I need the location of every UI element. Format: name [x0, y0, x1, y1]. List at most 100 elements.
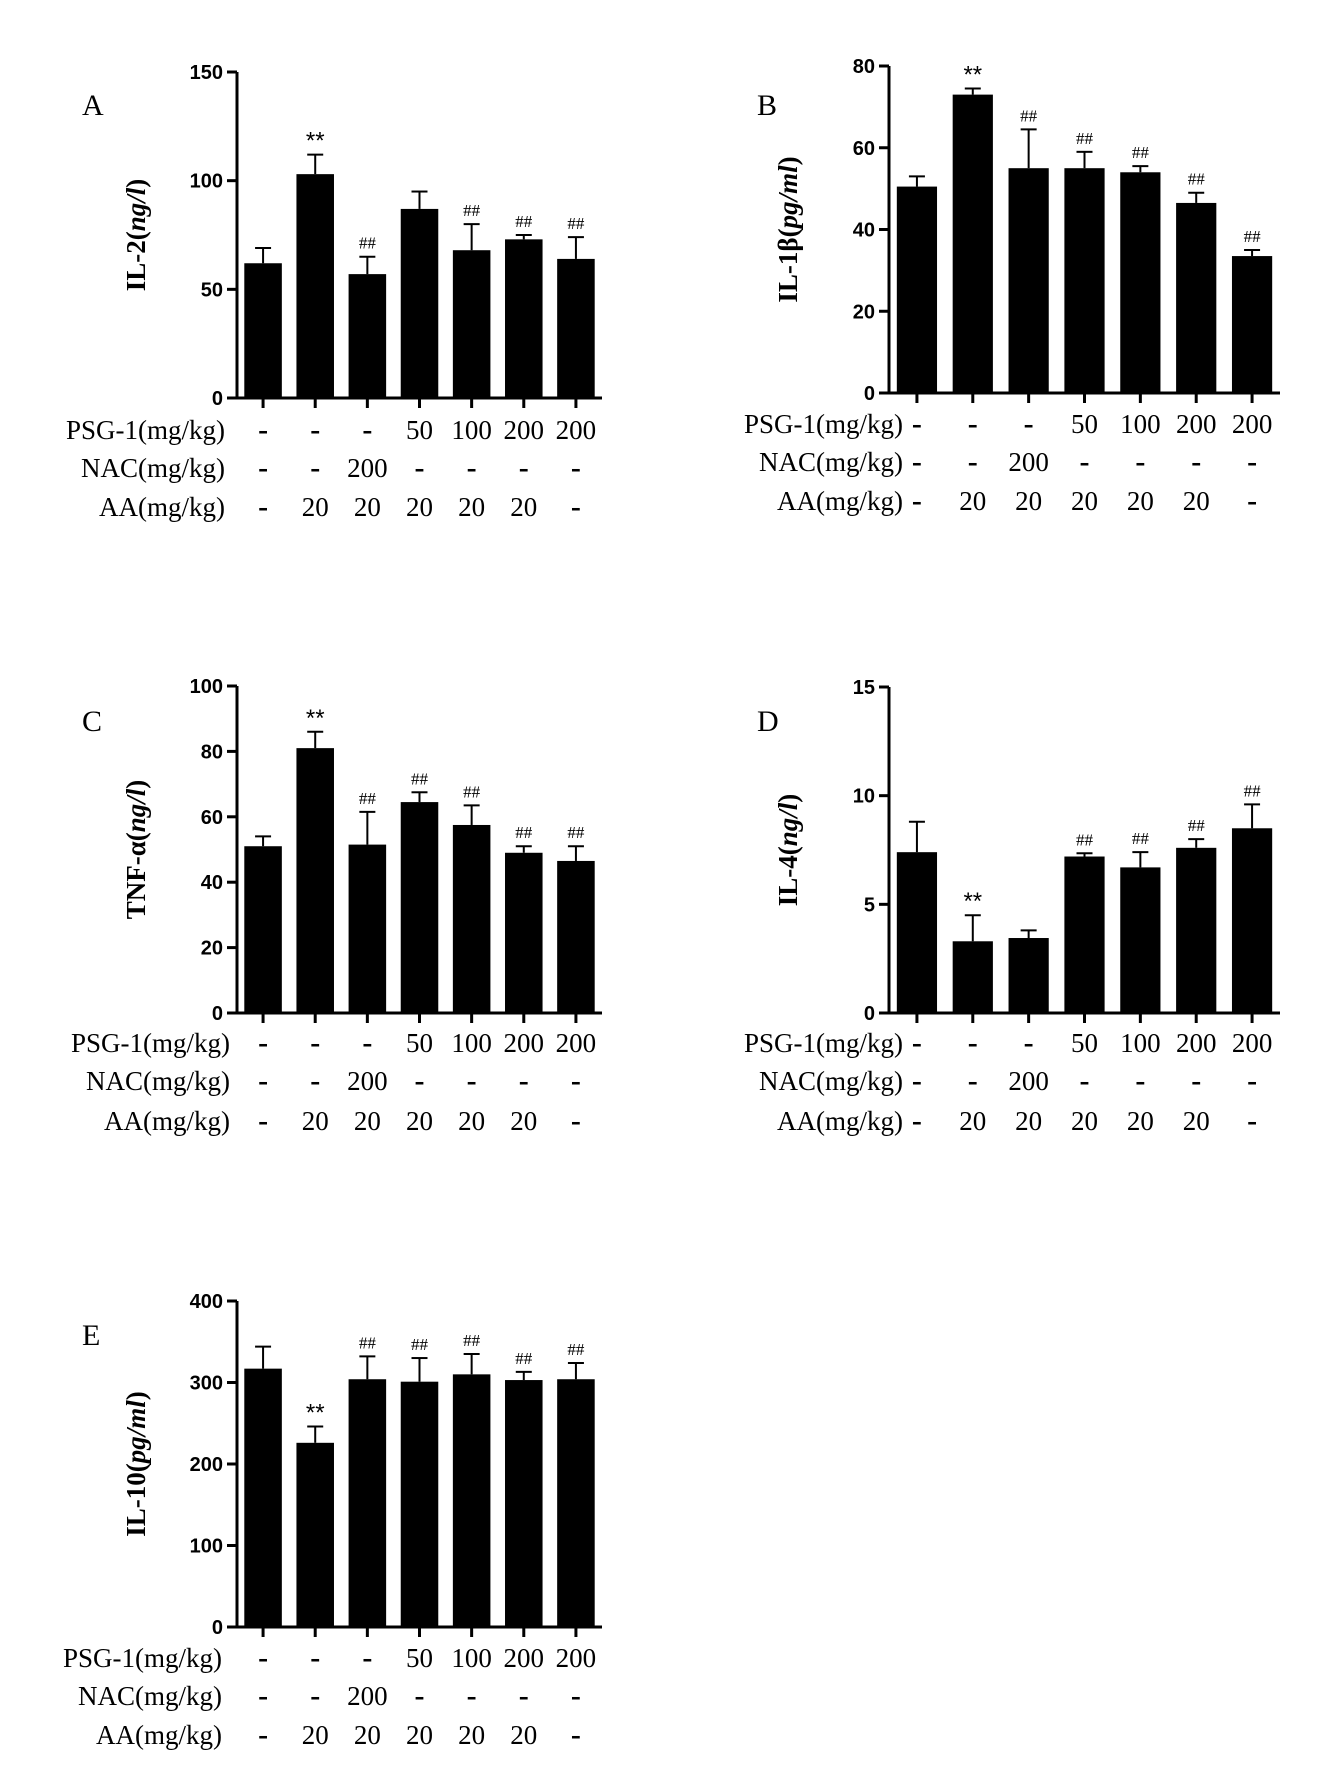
bar [296, 174, 334, 398]
treatment-row-label: NAC(mg/kg) [81, 453, 225, 483]
treatment-row-label: NAC(mg/kg) [78, 1681, 222, 1711]
y-tick-label: 10 [853, 786, 875, 808]
treatment-cell: - [362, 1641, 372, 1674]
treatment-cell: 100 [451, 1643, 492, 1673]
treatment-cell: - [1191, 445, 1201, 478]
treatment-cell: 200 [1232, 409, 1273, 439]
bar [557, 1379, 595, 1627]
treatment-cell: - [571, 1104, 581, 1137]
treatment-cell: - [415, 1064, 425, 1097]
significance-hashes: ## [1076, 830, 1094, 849]
treatment-cell: 200 [347, 1681, 388, 1711]
treatment-cell: - [258, 1026, 268, 1059]
y-tick-label: 60 [853, 138, 875, 160]
treatment-cell: - [310, 1064, 320, 1097]
y-tick-label: 300 [190, 1373, 223, 1395]
treatment-cell: - [1024, 1026, 1034, 1059]
bar [1176, 847, 1217, 1013]
treatment-cell: - [467, 451, 477, 484]
significance-hashes: ## [1132, 829, 1150, 848]
treatment-cell: 20 [406, 492, 433, 522]
bar [400, 1381, 439, 1627]
bar [348, 844, 387, 1013]
treatment-cell: 200 [347, 1066, 388, 1096]
treatment-cell: - [415, 451, 425, 484]
y-tick-label: 20 [853, 301, 875, 323]
bar [1120, 172, 1161, 393]
treatment-cell: - [258, 1718, 268, 1751]
treatment-row-label: AA(mg/kg) [96, 1720, 222, 1750]
treatment-cell: 20 [959, 486, 986, 516]
treatment-cell: - [362, 1026, 372, 1059]
treatment-cell: - [258, 1641, 268, 1674]
significance-hashes: ## [359, 789, 377, 808]
y-tick-label: 150 [190, 62, 223, 84]
treatment-cell: 20 [1071, 486, 1098, 516]
significance-hashes: ## [515, 212, 533, 231]
treatment-cell: - [968, 445, 978, 478]
treatment-cell: 100 [451, 1028, 492, 1058]
treatment-cell: 200 [1232, 1028, 1273, 1058]
bar [557, 258, 595, 398]
treatment-row-label: AA(mg/kg) [777, 1106, 903, 1136]
treatment-cell: 20 [959, 1106, 986, 1136]
treatment-cell: - [519, 1064, 529, 1097]
y-tick-label: 40 [201, 872, 223, 894]
treatment-cell: 20 [510, 492, 537, 522]
significance-hashes: ## [515, 1349, 533, 1368]
bar [244, 263, 282, 398]
treatment-cell: - [912, 1026, 922, 1059]
treatment-cell: - [571, 1718, 581, 1751]
significance-hashes: ## [463, 782, 481, 801]
panel-label: E [82, 1319, 100, 1352]
treatment-row-label: NAC(mg/kg) [759, 1066, 903, 1096]
significance-hashes: ## [463, 201, 481, 220]
panel-c: C TNF-α(ng/l) 0 20 40 60 80 100 ** ## ## ## ## ## PSG-… [71, 676, 602, 1137]
treatment-cell: - [258, 490, 268, 523]
y-tick-label: 100 [190, 1536, 223, 1558]
treatment-cell: - [258, 451, 268, 484]
treatment-cell: 50 [406, 1643, 433, 1673]
treatment-cell: 20 [1127, 486, 1154, 516]
treatment-cell: - [912, 1064, 922, 1097]
treatment-cell: - [968, 407, 978, 440]
y-axis-label: TNF-α(ng/l) [121, 780, 151, 920]
treatment-cell: - [258, 413, 268, 446]
treatment-cell: - [1247, 445, 1257, 478]
bar [1231, 256, 1273, 393]
y-tick-label: 0 [212, 1617, 223, 1639]
significance-hashes: ## [359, 1333, 377, 1352]
y-tick-label: 100 [190, 676, 223, 698]
treatment-row-label: PSG-1(mg/kg) [744, 409, 903, 439]
panel-label: A [82, 89, 104, 122]
bar [505, 852, 543, 1013]
significance-hashes: ## [463, 1331, 481, 1350]
treatment-cell: 20 [1071, 1106, 1098, 1136]
treatment-row-label: PSG-1(mg/kg) [66, 415, 225, 445]
treatment-cell: 100 [1120, 1028, 1161, 1058]
panel-label: C [82, 705, 102, 738]
treatment-cell: - [571, 1064, 581, 1097]
y-axis-label: IL-4(ng/l) [773, 794, 803, 907]
significance-hashes: ## [1132, 143, 1150, 162]
bar [400, 208, 439, 398]
significance-hashes: ## [1188, 170, 1206, 189]
treatment-cell: - [912, 445, 922, 478]
y-tick-label: 0 [864, 383, 875, 405]
treatment-row-label: AA(mg/kg) [777, 486, 903, 516]
treatment-cell: 200 [556, 1643, 597, 1673]
treatment-cell: 200 [347, 453, 388, 483]
treatment-row-label: PSG-1(mg/kg) [744, 1028, 903, 1058]
treatment-cell: 20 [458, 1720, 485, 1750]
treatment-cell: - [912, 407, 922, 440]
bar [452, 1374, 491, 1627]
treatment-cell: - [571, 451, 581, 484]
significance-hashes: ## [411, 1335, 429, 1354]
significance-hashes: ## [1020, 106, 1038, 125]
bar [244, 1368, 282, 1627]
y-tick-label: 100 [190, 171, 223, 193]
treatment-cell: 20 [1015, 1106, 1042, 1136]
significance-hashes: ## [411, 769, 429, 788]
treatment-cell: 200 [1176, 409, 1217, 439]
